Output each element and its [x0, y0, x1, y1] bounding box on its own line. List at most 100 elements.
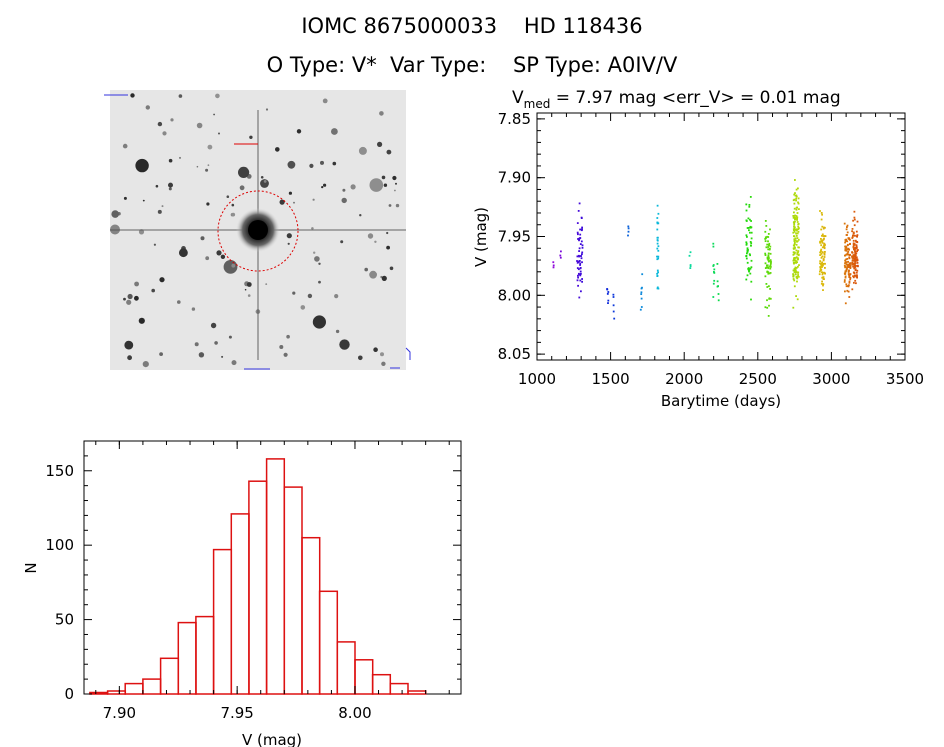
- field-star: [381, 275, 387, 281]
- lc-point: [795, 208, 798, 211]
- lc-point: [852, 276, 855, 279]
- lc-point: [793, 202, 796, 205]
- lc-point: [713, 271, 715, 273]
- lc-point: [854, 258, 857, 261]
- lc-point: [552, 266, 555, 269]
- lc-point: [640, 297, 643, 300]
- lc-point: [764, 262, 767, 265]
- lc-point: [769, 265, 772, 268]
- lc-point: [577, 274, 579, 277]
- lc-point: [824, 235, 827, 237]
- lc-point: [845, 263, 848, 265]
- hist-bar: [89, 691, 109, 695]
- lc-point: [844, 240, 847, 242]
- lc-point: [581, 261, 583, 264]
- lc-point: [792, 231, 795, 234]
- lc-point: [798, 264, 800, 266]
- hist-y-tick-label: 150: [45, 462, 74, 480]
- lc-point: [748, 205, 751, 208]
- lc-point: [849, 273, 852, 275]
- field-star: [312, 315, 326, 329]
- field-star: [221, 355, 224, 358]
- lc-point: [845, 285, 848, 288]
- sky-image: [104, 90, 411, 370]
- lc-point: [792, 244, 795, 247]
- lc-point: [852, 246, 855, 248]
- lc-point: [822, 278, 825, 280]
- lc-point: [764, 240, 767, 242]
- lc-point: [640, 291, 643, 294]
- field-star: [179, 156, 181, 159]
- field-star: [206, 202, 210, 206]
- field-star: [381, 361, 386, 366]
- lc-point: [851, 262, 854, 264]
- field-star: [374, 240, 377, 243]
- field-star: [292, 291, 296, 295]
- lc-point: [712, 245, 715, 248]
- lc-point: [627, 230, 630, 233]
- lc-point: [764, 275, 767, 278]
- lc-point: [854, 248, 857, 250]
- lc-point: [656, 239, 659, 242]
- lc-point: [797, 228, 800, 230]
- lc-point: [849, 266, 852, 268]
- field-star: [318, 280, 321, 284]
- field-star: [151, 288, 155, 293]
- lc-point: [613, 317, 616, 320]
- lc-point: [855, 271, 858, 274]
- lc-point: [766, 270, 769, 273]
- lc-point: [848, 281, 851, 284]
- lc-point: [768, 242, 771, 245]
- lc-point: [577, 268, 580, 271]
- lc-point: [794, 268, 797, 271]
- field-star: [283, 352, 288, 357]
- lc-point: [792, 228, 795, 231]
- hist-bar: [389, 682, 409, 695]
- lc-point: [853, 272, 856, 275]
- lc-point: [845, 253, 848, 256]
- lc-point: [792, 216, 795, 219]
- lc-point: [821, 234, 823, 237]
- lc-x-tick-label: 1000: [518, 370, 556, 388]
- lc-point: [656, 274, 659, 277]
- hist-bar: [124, 682, 144, 695]
- lc-point: [656, 286, 659, 289]
- lc-point: [579, 243, 582, 245]
- lc-point: [797, 201, 799, 204]
- lc-point: [794, 214, 796, 217]
- lc-point: [796, 237, 799, 239]
- lc-point: [854, 279, 857, 282]
- lc-point: [657, 236, 659, 239]
- lc-point: [848, 264, 851, 267]
- lc-x-tick-label: 3000: [812, 370, 850, 388]
- lc-point: [844, 275, 847, 278]
- lc-point: [765, 246, 768, 249]
- lc-point: [612, 310, 615, 313]
- lc-point: [580, 255, 582, 257]
- lc-point: [576, 261, 579, 264]
- lc-point: [797, 238, 800, 241]
- lc-point: [580, 217, 583, 219]
- hist-bar: [195, 615, 215, 695]
- lc-point: [750, 298, 752, 301]
- lc-point: [559, 256, 562, 259]
- lc-point: [749, 267, 752, 270]
- lc-point: [852, 254, 855, 256]
- lc-point: [821, 273, 824, 276]
- field-star: [263, 180, 267, 183]
- lc-point: [796, 217, 798, 220]
- lc-point: [581, 251, 584, 254]
- lc-point: [796, 229, 798, 232]
- lc-point: [793, 271, 796, 273]
- lc-point: [856, 250, 858, 253]
- lc-point: [846, 268, 848, 271]
- lc-point: [846, 258, 849, 260]
- field-star: [228, 335, 232, 339]
- field-star: [381, 175, 386, 180]
- lc-point: [847, 250, 850, 253]
- hist-y-tick-label: 100: [45, 536, 74, 554]
- lc-point: [749, 254, 751, 257]
- lc-point: [795, 243, 798, 246]
- lc-point: [576, 267, 579, 269]
- hist-bar: [106, 690, 127, 695]
